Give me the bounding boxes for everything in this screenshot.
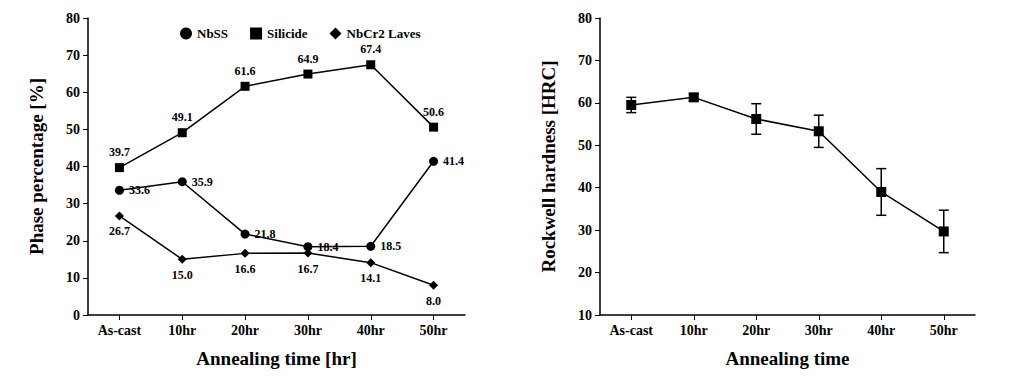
svg-text:As-cast: As-cast <box>609 323 653 338</box>
svg-text:60: 60 <box>578 95 592 110</box>
svg-text:50.6: 50.6 <box>423 105 444 119</box>
svg-text:40: 40 <box>66 159 80 174</box>
svg-text:50: 50 <box>578 138 592 153</box>
svg-text:61.6: 61.6 <box>235 64 256 78</box>
svg-text:21.8: 21.8 <box>255 227 276 241</box>
svg-text:As-cast: As-cast <box>98 323 142 338</box>
svg-text:Phase percentage [%]: Phase percentage [%] <box>26 78 47 255</box>
svg-text:20: 20 <box>66 233 80 248</box>
svg-text:30hr: 30hr <box>805 323 833 338</box>
svg-text:41.4: 41.4 <box>443 154 464 168</box>
svg-text:33.6: 33.6 <box>129 183 150 197</box>
svg-text:30: 30 <box>578 223 592 238</box>
svg-text:35.9: 35.9 <box>192 175 213 189</box>
svg-text:16.6: 16.6 <box>235 262 256 276</box>
svg-text:40hr: 40hr <box>867 323 895 338</box>
svg-text:30: 30 <box>66 196 80 211</box>
svg-text:70: 70 <box>66 48 80 63</box>
svg-text:26.7: 26.7 <box>109 224 130 238</box>
svg-text:67.4: 67.4 <box>360 42 381 56</box>
svg-text:20hr: 20hr <box>231 323 259 338</box>
svg-text:50hr: 50hr <box>930 323 958 338</box>
svg-text:30hr: 30hr <box>294 323 322 338</box>
svg-text:50hr: 50hr <box>420 323 448 338</box>
svg-text:70: 70 <box>578 53 592 68</box>
svg-text:50: 50 <box>66 122 80 137</box>
svg-text:Silicide: Silicide <box>267 26 308 41</box>
svg-text:40hr: 40hr <box>357 323 385 338</box>
svg-text:18.4: 18.4 <box>317 240 338 254</box>
svg-text:0: 0 <box>73 308 80 323</box>
svg-text:20: 20 <box>578 265 592 280</box>
svg-text:18.5: 18.5 <box>380 239 401 253</box>
svg-text:15.0: 15.0 <box>172 268 193 282</box>
svg-text:Annealing time [hr]: Annealing time [hr] <box>196 348 356 369</box>
svg-text:40: 40 <box>578 180 592 195</box>
svg-text:60: 60 <box>66 85 80 100</box>
svg-text:80: 80 <box>578 11 592 26</box>
svg-text:8.0: 8.0 <box>426 294 441 308</box>
svg-text:Rockwell hardness [HRC]: Rockwell hardness [HRC] <box>538 60 559 272</box>
svg-text:16.7: 16.7 <box>297 262 318 276</box>
svg-text:Annealing time: Annealing time <box>725 348 849 369</box>
svg-text:10hr: 10hr <box>680 323 708 338</box>
svg-text:NbSS: NbSS <box>197 26 228 41</box>
svg-text:80: 80 <box>66 11 80 26</box>
svg-text:10: 10 <box>66 270 80 285</box>
svg-text:NbCr2 Laves: NbCr2 Laves <box>347 26 421 41</box>
svg-text:10: 10 <box>578 308 592 323</box>
svg-text:64.9: 64.9 <box>297 52 318 66</box>
svg-text:20hr: 20hr <box>742 323 770 338</box>
svg-text:39.7: 39.7 <box>109 145 130 159</box>
svg-text:14.1: 14.1 <box>360 271 381 285</box>
svg-text:10hr: 10hr <box>168 323 196 338</box>
svg-text:49.1: 49.1 <box>172 110 193 124</box>
